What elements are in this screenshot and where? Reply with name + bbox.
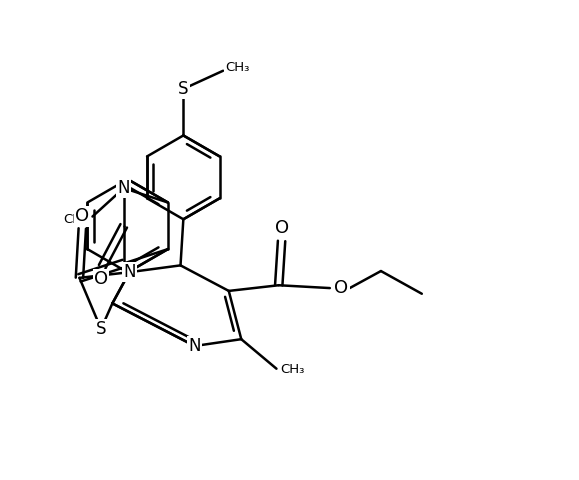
Text: CH₃: CH₃: [280, 363, 305, 376]
Text: O: O: [94, 270, 108, 288]
Text: O: O: [334, 279, 348, 297]
Text: S: S: [178, 80, 189, 98]
Text: CH₃: CH₃: [225, 61, 250, 74]
Text: N: N: [123, 263, 135, 281]
Text: N: N: [118, 179, 130, 197]
Text: S: S: [96, 320, 107, 338]
Text: O: O: [274, 219, 289, 238]
Text: N: N: [188, 337, 201, 355]
Text: CH₃: CH₃: [63, 213, 87, 226]
Text: O: O: [75, 207, 89, 225]
